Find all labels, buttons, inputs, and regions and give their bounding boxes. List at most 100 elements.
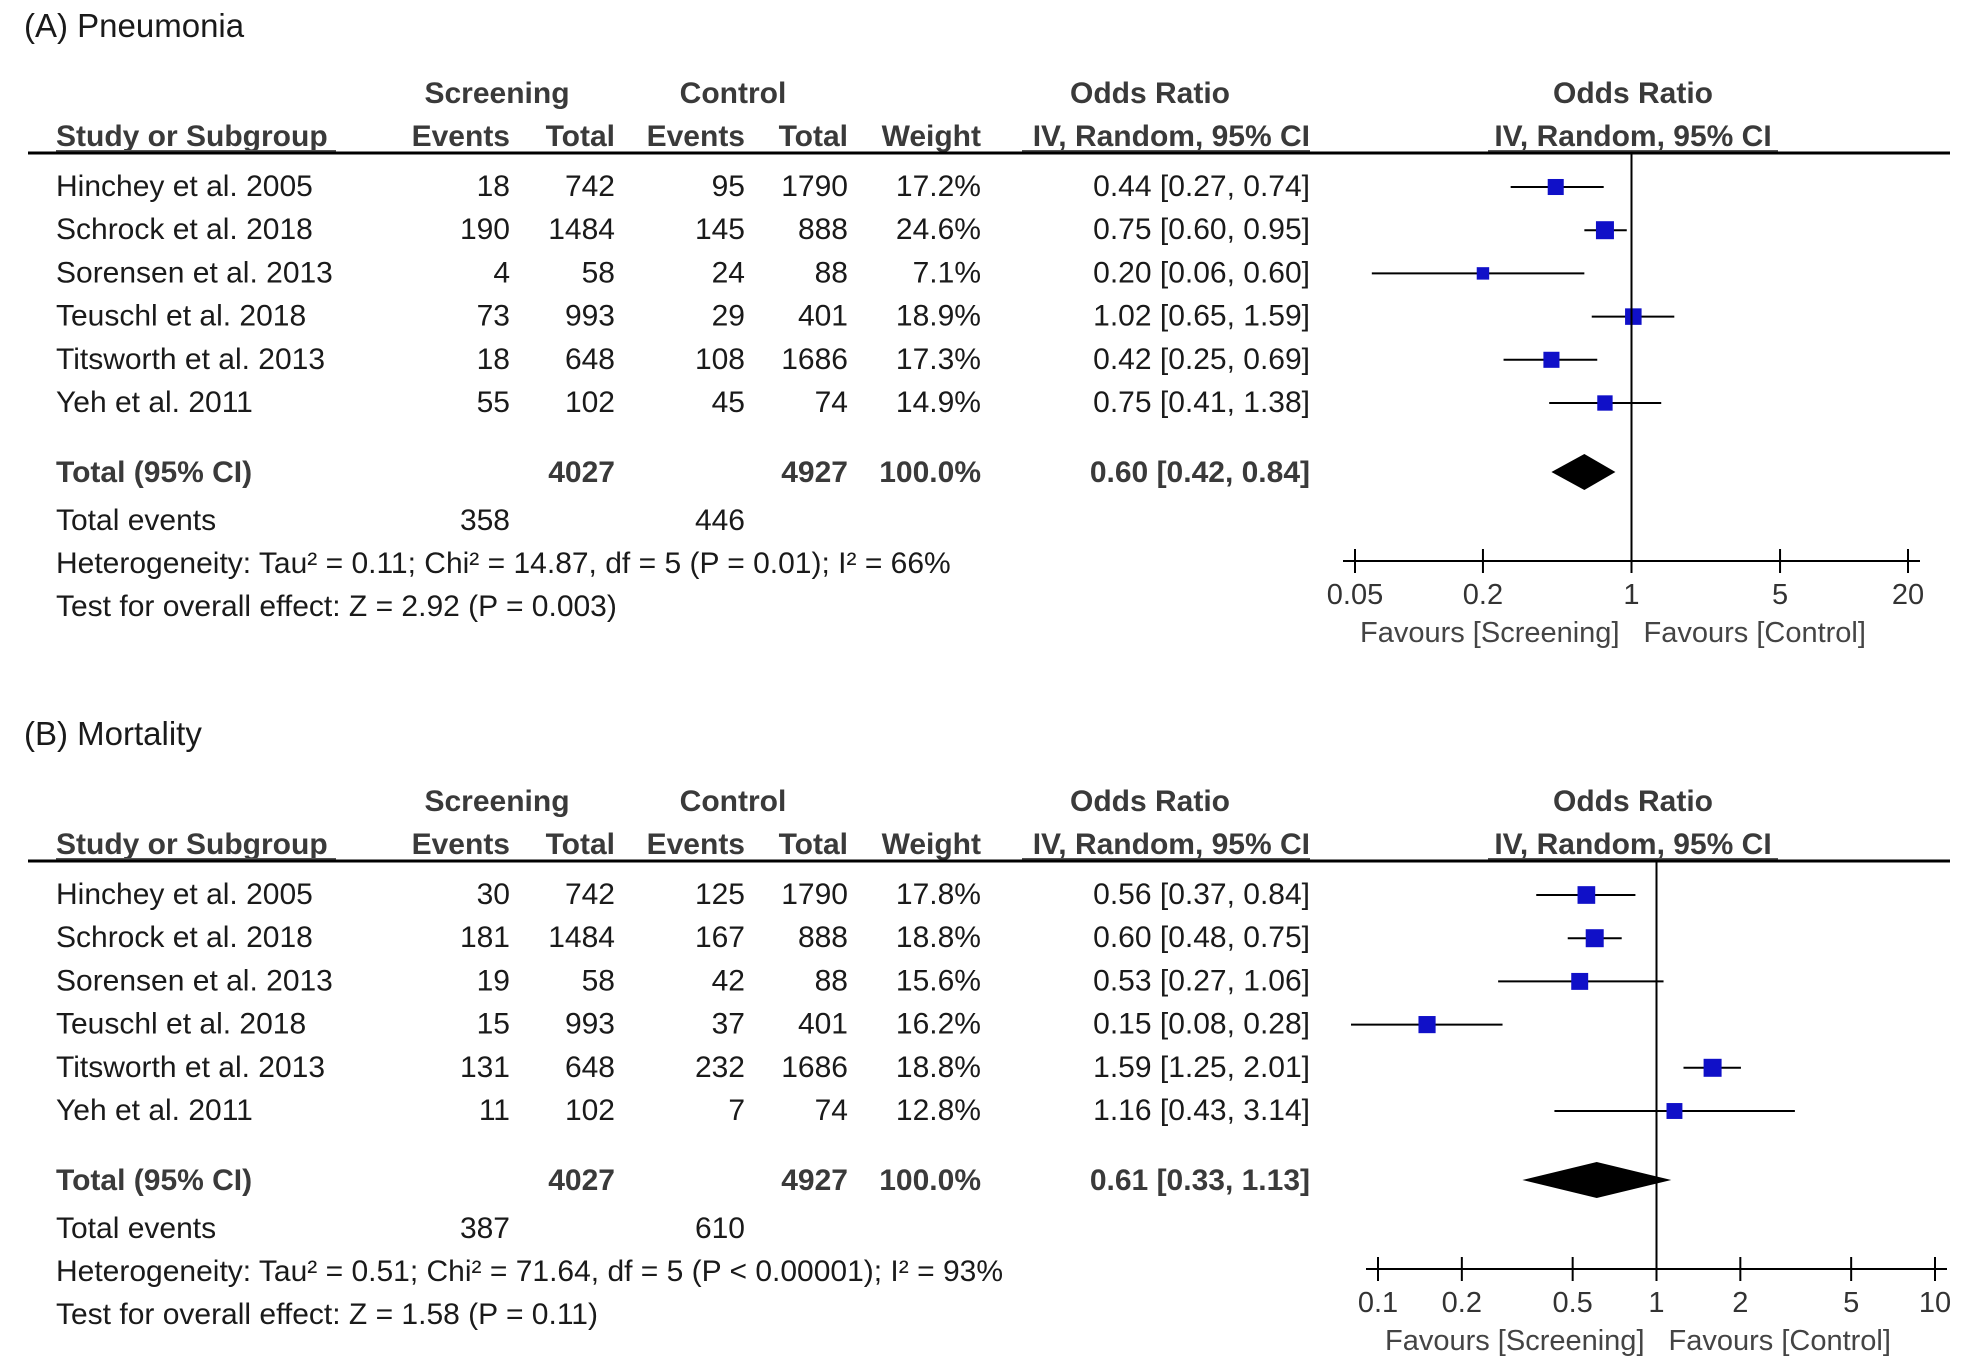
column-header-control-events: Events <box>647 120 745 153</box>
study-name: Hinchey et al. 2005 <box>56 170 313 203</box>
screening-events: 15 <box>477 1008 510 1041</box>
column-header-method: IV, Random, 95% CI <box>1033 120 1310 153</box>
study-weight: 18.9% <box>896 300 981 333</box>
screening-events: 18 <box>477 170 510 203</box>
total-control: 4927 <box>781 1164 848 1197</box>
group-header-control: Control <box>680 785 787 818</box>
group-header-effect: Odds Ratio <box>1070 785 1230 818</box>
group-header-effect: Odds Ratio <box>1070 77 1230 110</box>
column-header-control-events: Events <box>647 828 745 861</box>
control-events: 125 <box>695 878 745 911</box>
control-events: 7 <box>728 1094 745 1127</box>
x-tick-label: 0.2 <box>1463 579 1503 611</box>
x-axis: 0.05 0.2 1 5 20 <box>1327 549 1924 611</box>
total-events-label: Total events <box>56 1212 216 1245</box>
column-header-screening-events: Events <box>412 120 510 153</box>
screening-total: 648 <box>565 1051 615 1084</box>
column-header-screening-total: Total <box>546 120 615 153</box>
screening-total: 58 <box>582 256 615 289</box>
heterogeneity-text: Heterogeneity: Tau² = 0.11; Chi² = 14.87… <box>56 547 951 580</box>
study-weight: 24.6% <box>896 213 981 246</box>
total-weight: 100.0% <box>879 1164 981 1197</box>
control-total: 1686 <box>781 1051 848 1084</box>
x-tick-label: 0.05 <box>1327 579 1383 611</box>
study-odds-ratio: 0.60 [0.48, 0.75] <box>1093 921 1310 954</box>
study-point-marker <box>1585 929 1604 948</box>
screening-total: 58 <box>582 964 615 997</box>
study-odds-ratio: 1.16 [0.43, 3.14] <box>1093 1094 1310 1127</box>
study-name: Schrock et al. 2018 <box>56 213 313 246</box>
study-row: Hinchey et al. 2005 18 742 95 1790 17.2% 0.44 … <box>56 170 1604 203</box>
total-screening: 4027 <box>548 1164 615 1197</box>
study-odds-ratio: 0.75 [0.60, 0.95] <box>1093 213 1310 246</box>
study-row: Teuschl et al. 2018 73 993 29 401 18.9% 1.02 [… <box>56 300 1675 333</box>
study-name: Teuschl et al. 2018 <box>56 300 306 333</box>
study-row: Titsworth et al. 2013 131 648 232 1686 18.8% 1… <box>56 1051 1741 1084</box>
column-header-method: IV, Random, 95% CI <box>1033 828 1310 861</box>
group-header-screening: Screening <box>424 785 569 818</box>
study-odds-ratio: 1.02 [0.65, 1.59] <box>1093 300 1310 333</box>
study-name: Sorensen et al. 2013 <box>56 256 333 289</box>
study-weight: 17.2% <box>896 170 981 203</box>
column-header-plot-method: IV, Random, 95% CI <box>1494 120 1771 153</box>
study-weight: 14.9% <box>896 386 981 419</box>
x-tick-label: 1 <box>1648 1287 1664 1319</box>
screening-events: 190 <box>460 213 510 246</box>
study-weight: 18.8% <box>896 1051 981 1084</box>
pooled-estimate-diamond <box>1551 454 1616 490</box>
screening-events: 30 <box>477 878 510 911</box>
control-total: 1686 <box>781 343 848 376</box>
screening-total: 102 <box>565 1094 615 1127</box>
study-odds-ratio: 0.44 [0.27, 0.74] <box>1093 170 1310 203</box>
x-tick-label: 5 <box>1772 579 1788 611</box>
column-header-plot-method: IV, Random, 95% CI <box>1494 828 1771 861</box>
study-point-marker <box>1571 972 1589 990</box>
x-tick-label: 10 <box>1919 1287 1951 1319</box>
panel-title: (B) Mortality <box>24 715 202 752</box>
control-events: 24 <box>712 256 745 289</box>
screening-events: 181 <box>460 921 510 954</box>
control-total: 401 <box>798 1008 848 1041</box>
control-events: 95 <box>712 170 745 203</box>
total-events-screening: 387 <box>460 1212 510 1245</box>
total-events-label: Total events <box>56 504 216 537</box>
study-point-marker <box>1595 221 1614 240</box>
control-events: 45 <box>712 386 745 419</box>
study-point-marker <box>1418 1016 1436 1034</box>
study-weight: 16.2% <box>896 1008 981 1041</box>
group-header-plot: Odds Ratio <box>1553 77 1713 110</box>
screening-events: 11 <box>479 1094 510 1127</box>
study-odds-ratio: 0.53 [0.27, 1.06] <box>1093 964 1310 997</box>
study-weight: 17.8% <box>896 878 981 911</box>
control-total: 74 <box>815 386 848 419</box>
screening-events: 4 <box>493 256 510 289</box>
study-weight: 17.3% <box>896 343 981 376</box>
screening-events: 55 <box>477 386 510 419</box>
study-name: Teuschl et al. 2018 <box>56 1008 306 1041</box>
total-screening: 4027 <box>548 456 615 489</box>
screening-total: 993 <box>565 300 615 333</box>
favours-right-label: Favours [Control] <box>1644 617 1866 649</box>
screening-events: 73 <box>477 300 510 333</box>
control-total: 888 <box>798 213 848 246</box>
screening-total: 742 <box>565 170 615 203</box>
column-header-weight: Weight <box>882 120 981 153</box>
study-name: Titsworth et al. 2013 <box>56 343 325 376</box>
screening-total: 648 <box>565 343 615 376</box>
x-tick-label: 20 <box>1892 579 1924 611</box>
column-header-control-total: Total <box>779 828 848 861</box>
screening-total: 102 <box>565 386 615 419</box>
study-name: Yeh et al. 2011 <box>56 386 253 419</box>
control-total: 888 <box>798 921 848 954</box>
study-odds-ratio: 0.75 [0.41, 1.38] <box>1093 386 1310 419</box>
forest-panel-1: (A) Pneumonia Screening Control Odds Ratio O… <box>24 7 1950 649</box>
x-tick-label: 0.5 <box>1552 1287 1592 1319</box>
control-events: 108 <box>695 343 745 376</box>
study-name: Hinchey et al. 2005 <box>56 878 313 911</box>
study-odds-ratio: 0.15 [0.08, 0.28] <box>1093 1008 1310 1041</box>
study-point-marker <box>1577 886 1596 904</box>
study-weight: 7.1% <box>913 256 981 289</box>
study-row: Sorensen et al. 2013 4 58 24 88 7.1% 0.20 [0.0… <box>56 256 1585 289</box>
control-events: 42 <box>712 964 745 997</box>
group-header-control: Control <box>680 77 787 110</box>
